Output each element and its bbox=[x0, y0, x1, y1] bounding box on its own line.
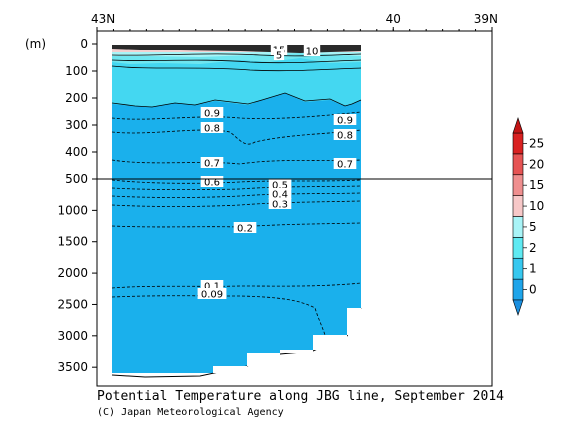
contour-label: 0.9 bbox=[337, 116, 353, 127]
contour-label: 0.2 bbox=[237, 224, 253, 235]
contour-line-0.8 bbox=[111, 129, 362, 145]
contour-label: 10 bbox=[306, 47, 319, 58]
colorbar-top-arrow bbox=[512, 117, 524, 134]
colorbar-segment-5 bbox=[512, 174, 524, 196]
contour-label: 0.7 bbox=[204, 159, 220, 170]
contour-line-0.4 bbox=[111, 192, 362, 198]
contour-label: 0.4 bbox=[272, 190, 288, 201]
y-tick-label-300: 300 bbox=[65, 118, 88, 132]
contour-label: 0.9 bbox=[204, 109, 220, 120]
x-tick-label-2: 39N bbox=[474, 12, 498, 26]
colorbar-segment-6 bbox=[512, 153, 524, 176]
contour-label: 5 bbox=[276, 51, 282, 62]
contour-label-bg bbox=[268, 179, 292, 190]
contour-label-bg bbox=[200, 280, 224, 291]
contour-label-bg bbox=[268, 188, 292, 199]
contour-line-0.6 bbox=[111, 179, 362, 184]
contour-line-0.1 bbox=[111, 282, 362, 289]
contour-label-bg bbox=[197, 288, 227, 299]
y-tick-label-1500: 1500 bbox=[57, 235, 88, 249]
colorbar-label-2: 2 bbox=[529, 241, 537, 255]
colorbar-label-5: 5 bbox=[529, 220, 537, 234]
y-axis: 0 100 200 300 400 500 1000 1500 2000 2500 3000 3500 bbox=[57, 37, 97, 374]
colorbar-bottom-arrow bbox=[512, 299, 524, 316]
contour-label: 0.6 bbox=[204, 178, 220, 189]
contour-fill-layer bbox=[112, 45, 361, 373]
seafloor-mask bbox=[213, 308, 361, 373]
y-tick-label-1000: 1000 bbox=[57, 203, 88, 217]
contour-label: 0.8 bbox=[204, 124, 220, 135]
y-tick-label-3500: 3500 bbox=[57, 360, 88, 374]
contour-label: 0.5 bbox=[272, 181, 288, 192]
contour-line-0.2 bbox=[111, 222, 362, 228]
colorbar-segment-7 bbox=[512, 132, 524, 155]
x-axis: 43N 40 39N bbox=[91, 12, 498, 31]
y-tick-label-400: 400 bbox=[65, 145, 88, 159]
colorbar-label-20: 20 bbox=[529, 157, 544, 171]
y-tick-label-200: 200 bbox=[65, 91, 88, 105]
contour-line-0.09 bbox=[111, 295, 326, 336]
contour-line-surface-2 bbox=[111, 59, 362, 64]
credit-text: (C) Japan Meteorological Agency bbox=[97, 407, 284, 418]
colorbar-label-25: 25 bbox=[529, 136, 544, 150]
y-tick-label-100: 100 bbox=[65, 64, 88, 78]
y-tick-label-2000: 2000 bbox=[57, 266, 88, 280]
contour-label: 0.1 bbox=[204, 282, 220, 293]
contour-line-0.7 bbox=[111, 159, 362, 165]
y-tick-label-500: 500 bbox=[65, 172, 88, 186]
colorbar-segment-2 bbox=[512, 237, 524, 259]
contour-line-surface-1 bbox=[111, 53, 362, 57]
contour-label: 0.09 bbox=[201, 290, 223, 301]
colorbar-segment-3 bbox=[512, 216, 524, 238]
contour-label-bg bbox=[200, 107, 224, 118]
chart-title: Potential Temperature along JBG line, Se… bbox=[97, 389, 504, 404]
contour-label-bg bbox=[333, 158, 357, 169]
deep-water-fill bbox=[112, 48, 361, 373]
surface-warm-band bbox=[112, 45, 361, 53]
contour-label-bg bbox=[333, 114, 357, 125]
contour-label: 0.3 bbox=[272, 200, 288, 211]
y-tick-label-3000: 3000 bbox=[57, 329, 88, 343]
colorbar-label-0: 0 bbox=[529, 283, 537, 297]
contour-line-0.3 bbox=[111, 200, 362, 207]
contour-label-bg bbox=[233, 222, 257, 233]
contour-label-bg bbox=[200, 122, 224, 133]
contour-label-bg bbox=[200, 176, 224, 187]
contour-line-0.9 bbox=[111, 111, 362, 120]
x-tick-label-0: 43N bbox=[91, 12, 115, 26]
contour-label: 0.7 bbox=[337, 160, 353, 171]
y-tick-label-0: 0 bbox=[80, 37, 88, 51]
contour-label-layer: 151050.90.90.80.80.70.70.60.50.40.30.20.… bbox=[197, 44, 357, 301]
contour-line-layer bbox=[111, 53, 362, 378]
contour-label: 0.8 bbox=[337, 131, 353, 142]
contour-label-bg bbox=[303, 45, 321, 56]
contour-label-bg bbox=[268, 198, 292, 209]
contour-line-surface-3 bbox=[111, 65, 362, 72]
contour-line-1 bbox=[111, 92, 362, 108]
contour-line-0.5 bbox=[111, 185, 362, 191]
contour-label-bg bbox=[333, 129, 357, 140]
colorbar-label-10: 10 bbox=[529, 199, 544, 213]
y-tick-label-2500: 2500 bbox=[57, 297, 88, 311]
y-axis-label: (m) bbox=[25, 37, 46, 51]
colorbar-segment-1 bbox=[512, 257, 524, 280]
x-tick-label-1: 40 bbox=[386, 12, 401, 26]
colorbar-label-15: 15 bbox=[529, 178, 544, 192]
colorbar-label-1: 1 bbox=[529, 262, 537, 276]
colorbar-segment-4 bbox=[512, 195, 524, 217]
contour-label-bg bbox=[200, 157, 224, 168]
colorbar-segment-0 bbox=[512, 278, 524, 301]
contour-label-bg bbox=[273, 49, 285, 60]
